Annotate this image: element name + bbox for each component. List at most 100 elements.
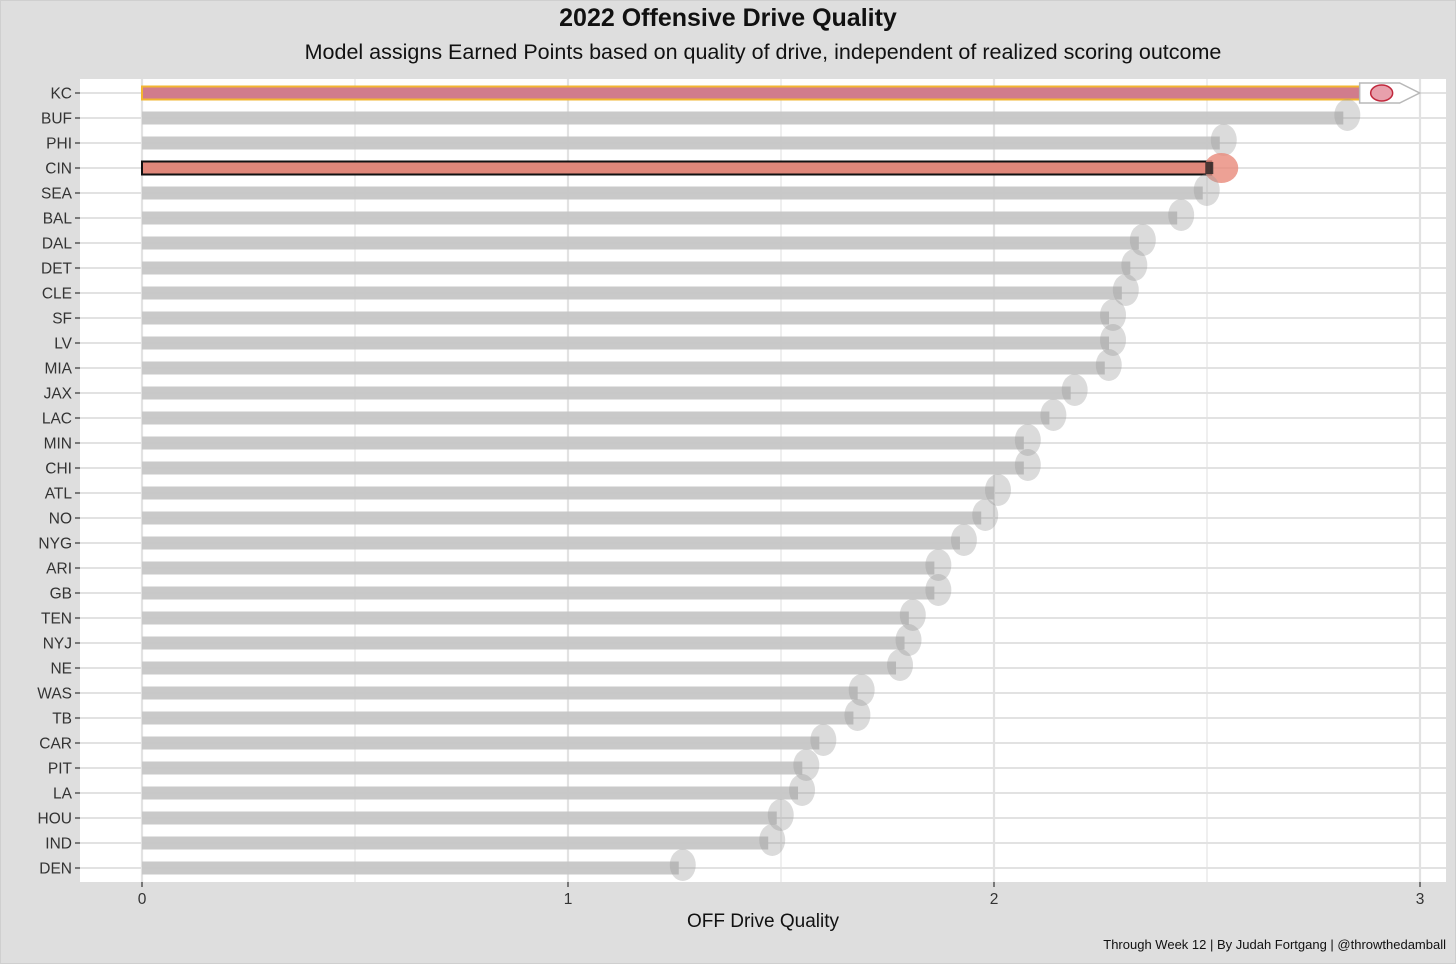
y-tick-label-dal: DAL (42, 236, 73, 253)
chart-caption: Through Week 12 | By Judah Fortgang | @t… (1103, 937, 1446, 952)
bar-hou (142, 811, 777, 825)
team-logo-hou-icon (767, 799, 794, 831)
y-tick-label-ne: NE (50, 661, 72, 678)
y-tick-label-la: LA (53, 786, 73, 803)
y-tick-label-nyg: NYG (38, 536, 72, 553)
y-tick-label-sf: SF (52, 311, 72, 328)
bar-ari (142, 561, 935, 575)
chart-title: 2022 Offensive Drive Quality (559, 4, 897, 32)
team-logo-ten-icon (899, 599, 926, 631)
bar-nyg (142, 536, 960, 550)
bar-atl (142, 486, 994, 500)
y-tick-label-jax: JAX (44, 386, 73, 403)
team-logo-gb-icon (925, 574, 952, 606)
bar-bal (142, 211, 1178, 225)
team-logo-ari-icon (925, 549, 952, 581)
y-tick-label-ind: IND (45, 836, 72, 853)
team-logo-tb-icon (844, 699, 871, 731)
bar-sf (142, 311, 1110, 325)
y-tick-label-no: NO (49, 511, 72, 528)
bar-chi (142, 461, 1024, 475)
y-tick-label-atl: ATL (45, 486, 73, 503)
bar-was (142, 686, 858, 700)
bar-min (142, 436, 1024, 450)
y-tick-label-kc: KC (50, 86, 72, 103)
bar-la (142, 786, 799, 800)
bar-car (142, 736, 820, 750)
x-tick-label: 3 (1416, 891, 1425, 908)
team-logo-ne-icon (887, 649, 914, 681)
bar-jax (142, 386, 1071, 400)
bar-buf (142, 111, 1344, 125)
y-tick-label-chi: CHI (45, 461, 72, 478)
team-logo-phi-icon (1210, 124, 1237, 156)
y-tick-label-tb: TB (52, 711, 72, 728)
y-tick-label-mia: MIA (44, 361, 72, 378)
y-tick-label-min: MIN (44, 436, 72, 453)
bar-lv (142, 336, 1110, 350)
y-tick-label-was: WAS (37, 686, 72, 703)
bar-nyj (142, 636, 905, 650)
team-logo-lac-icon (1040, 399, 1067, 431)
bar-gb (142, 586, 935, 600)
y-tick-label-bal: BAL (43, 211, 73, 228)
bar-mia (142, 361, 1105, 375)
team-logo-jax-icon (1061, 374, 1088, 406)
bar-dal (142, 236, 1139, 250)
team-logo-sf-icon (1100, 299, 1127, 331)
bar-no (142, 511, 982, 525)
team-logo-sea-icon (1193, 174, 1220, 206)
y-tick-label-ari: ARI (46, 561, 72, 578)
y-tick-label-ten: TEN (41, 611, 72, 628)
team-logo-bal-icon (1168, 199, 1195, 231)
team-logo-cle-icon (1112, 274, 1139, 306)
team-logo-dal-icon (1129, 224, 1156, 256)
team-logo-nyg-icon (950, 524, 977, 556)
team-logo-chi-icon (1014, 449, 1041, 481)
y-tick-label-nyj: NYJ (43, 636, 72, 653)
bar-tb (142, 711, 854, 725)
team-logo-det-icon (1121, 249, 1148, 281)
cin-logo-icon (1204, 153, 1239, 183)
y-tick-label-gb: GB (50, 586, 72, 603)
y-tick-label-det: DET (41, 261, 73, 278)
y-tick-label-sea: SEA (41, 186, 73, 203)
cin-logo-b-icon (1205, 162, 1214, 174)
team-logo-lv-icon (1100, 324, 1127, 356)
bar-den (142, 861, 679, 875)
x-tick-label: 1 (564, 891, 573, 908)
y-tick-label-lac: LAC (42, 411, 72, 428)
team-logo-atl-icon (985, 474, 1011, 506)
bar-cle (142, 286, 1122, 300)
y-tick-label-buf: BUF (41, 111, 72, 128)
bar-lac (142, 411, 1050, 425)
team-logo-la-icon (789, 774, 816, 806)
bar-sea (142, 186, 1203, 200)
team-logo-car-icon (810, 724, 837, 756)
team-logo-no-icon (972, 499, 999, 531)
y-tick-label-car: CAR (39, 736, 72, 753)
y-tick-label-cin: CIN (45, 161, 72, 178)
y-tick-label-phi: PHI (46, 136, 72, 153)
kc-logo-badge-icon (1369, 84, 1394, 102)
team-logo-pit-icon (793, 749, 820, 781)
bar-ind (142, 836, 769, 850)
chart-subtitle: Model assigns Earned Points based on qua… (304, 40, 1222, 64)
x-tick-label: 0 (138, 891, 147, 908)
team-logo-mia-icon (1095, 349, 1122, 381)
y-tick-label-lv: LV (54, 336, 72, 353)
bar-ne (142, 661, 897, 675)
team-logo-ind-icon (759, 824, 786, 856)
bar-pit (142, 761, 803, 775)
y-tick-label-den: DEN (39, 861, 72, 878)
y-tick-label-cle: CLE (42, 286, 72, 303)
bar-ten (142, 611, 909, 625)
team-logo-nyj-icon (895, 624, 922, 656)
bar-cin (141, 160, 1213, 176)
bar-phi (142, 136, 1220, 150)
team-logo-min-icon (1014, 424, 1041, 456)
y-tick-label-hou: HOU (38, 811, 72, 828)
bar-kc (141, 85, 1383, 101)
x-axis-title: OFF Drive Quality (687, 911, 840, 932)
